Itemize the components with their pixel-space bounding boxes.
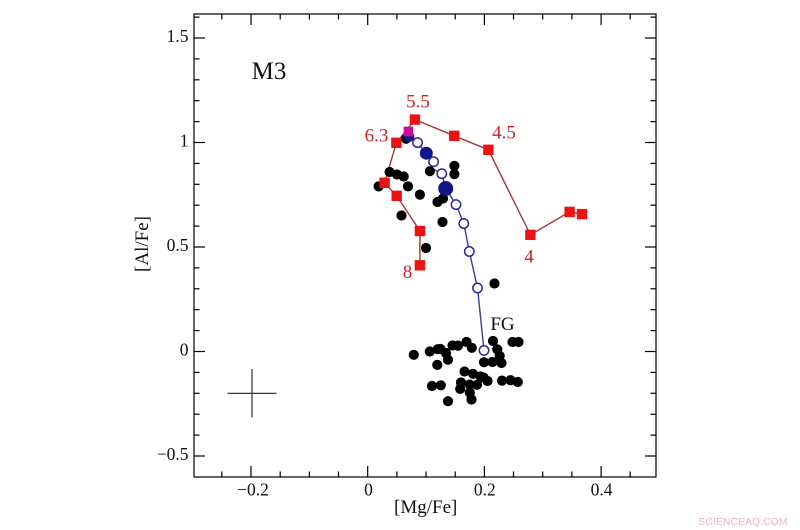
svg-text:[Mg/Fe]: [Mg/Fe] xyxy=(394,497,457,518)
svg-text:0: 0 xyxy=(364,480,373,500)
svg-text:[Al/Fe]: [Al/Fe] xyxy=(132,216,153,272)
svg-text:−0.5: −0.5 xyxy=(157,444,189,464)
svg-text:1: 1 xyxy=(180,131,189,151)
svg-text:1.5: 1.5 xyxy=(167,26,189,46)
svg-text:4: 4 xyxy=(524,247,534,268)
svg-text:FG: FG xyxy=(490,314,515,335)
svg-text:5.5: 5.5 xyxy=(406,92,430,113)
svg-text:0.5: 0.5 xyxy=(167,235,189,255)
svg-text:8: 8 xyxy=(403,262,413,283)
svg-text:0.4: 0.4 xyxy=(591,480,613,500)
svg-text:6.3: 6.3 xyxy=(365,126,389,147)
svg-text:SCIENCEAQ.COM: SCIENCEAQ.COM xyxy=(698,517,787,528)
svg-text:4.5: 4.5 xyxy=(492,123,516,144)
svg-text:0: 0 xyxy=(180,340,189,360)
svg-text:M3: M3 xyxy=(252,58,287,85)
svg-text:0.2: 0.2 xyxy=(474,480,496,500)
svg-text:−0.2: −0.2 xyxy=(237,480,269,500)
